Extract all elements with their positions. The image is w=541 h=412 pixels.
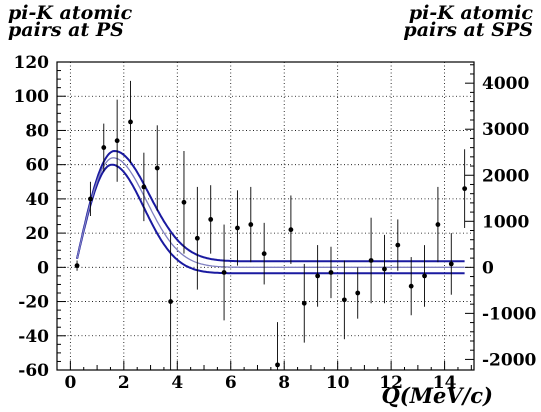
y-right-tick-label: -2000 xyxy=(482,350,537,370)
data-point xyxy=(315,273,321,279)
y-tick-label: 0 xyxy=(37,258,49,278)
data-point xyxy=(422,273,427,279)
x-tick-label: 12 xyxy=(379,373,403,393)
data-point xyxy=(235,225,240,231)
y-tick-label: 20 xyxy=(25,224,49,244)
fit-curve-upper xyxy=(76,149,465,263)
data-point xyxy=(194,235,200,241)
x-tick-label: 10 xyxy=(326,373,350,393)
data-point xyxy=(168,299,174,304)
data-point xyxy=(435,222,441,227)
data-point xyxy=(261,251,267,257)
plot-frame xyxy=(56,61,475,371)
data-point xyxy=(448,261,454,267)
x-tick-label: 4 xyxy=(171,373,183,393)
x-tick-label: 8 xyxy=(278,373,290,393)
data-point xyxy=(288,227,294,233)
y-tick-label: 120 xyxy=(14,53,50,73)
right-title: pi-K atomic pairs at SPS xyxy=(403,2,533,41)
y-right-ticks: -2000 -1000 0 1000 2000 3000 4000 xyxy=(465,64,537,370)
y-ticks: -60 -40 -20 0 20 40 60 80 100 120 xyxy=(14,53,66,381)
data-point xyxy=(368,258,374,263)
data-points xyxy=(74,80,468,370)
data-point xyxy=(141,184,147,190)
data-point xyxy=(382,266,387,272)
data-point xyxy=(275,362,280,368)
data-point xyxy=(395,242,401,248)
data-point xyxy=(114,138,120,144)
y-right-tick-label: 3000 xyxy=(482,120,529,140)
y-tick-label: 60 xyxy=(25,156,49,176)
x-tick-label: 0 xyxy=(64,373,76,393)
x-axis-label: Q(MeV/c) xyxy=(381,383,493,408)
x-tick-label: 2 xyxy=(118,373,130,393)
data-point xyxy=(74,263,80,269)
fit-curve-center xyxy=(76,157,465,268)
y-tick-label: 40 xyxy=(25,190,49,210)
left-title: pi-K atomic pairs at PS xyxy=(8,2,133,41)
data-point xyxy=(221,270,227,275)
data-point xyxy=(462,186,468,192)
y-tick-label: -20 xyxy=(18,293,49,313)
data-point xyxy=(128,119,133,125)
data-point xyxy=(355,290,361,296)
data-point xyxy=(88,196,93,202)
y-right-tick-label: 0 xyxy=(482,258,494,278)
data-point xyxy=(154,165,160,171)
data-point xyxy=(181,199,187,205)
fit-curves xyxy=(76,149,465,275)
data-point xyxy=(341,297,347,303)
fit-curve-lower xyxy=(76,163,465,275)
data-point xyxy=(248,222,254,227)
y-tick-label: 100 xyxy=(14,87,50,107)
grid xyxy=(57,61,474,371)
x-tick-label: 14 xyxy=(433,373,457,393)
data-point xyxy=(328,270,334,275)
y-right-tick-label: 2000 xyxy=(482,166,529,186)
data-point xyxy=(408,283,414,289)
y-right-tick-label: 1000 xyxy=(482,212,529,232)
x-tick-label: 6 xyxy=(225,373,237,393)
y-right-tick-label: 4000 xyxy=(482,74,529,94)
y-tick-label: -40 xyxy=(18,327,49,347)
data-point xyxy=(208,217,214,222)
data-point xyxy=(101,145,107,150)
x-ticks: 0 2 4 6 8 10 12 14 xyxy=(64,361,472,393)
y-tick-label: -60 xyxy=(18,361,49,381)
y-right-tick-label: -1000 xyxy=(482,304,537,324)
data-point xyxy=(301,300,307,306)
y-tick-label: 80 xyxy=(25,121,49,141)
